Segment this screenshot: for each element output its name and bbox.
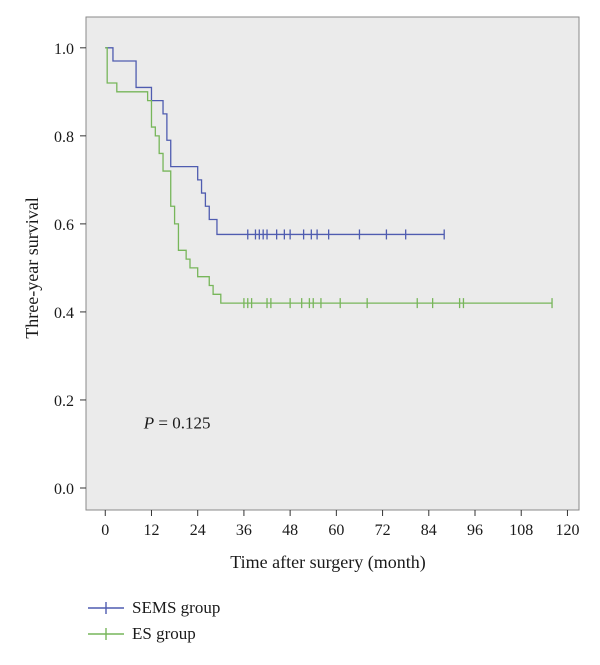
legend-item-es: ES group — [88, 624, 196, 643]
x-tick-label: 84 — [421, 522, 437, 539]
x-tick-label: 12 — [143, 522, 159, 539]
survival-curve-es — [105, 47, 553, 304]
survival-curve-sems — [105, 47, 445, 236]
x-tick-label: 24 — [190, 522, 206, 539]
y-tick-label: 0.8 — [54, 129, 74, 146]
p-value-text: = 0.125 — [154, 414, 210, 433]
p-value-annotation: P = 0.125 — [143, 414, 211, 433]
y-tick-label: 0.0 — [54, 481, 74, 498]
legend-label-sems: SEMS group — [132, 598, 220, 617]
axes: 0 12 24 36 48 60 72 84 96 108 120 0.0 0.2 0.4 0.6 0.8 1.… — [54, 41, 579, 539]
y-axis-label: Three-year survival — [22, 197, 42, 338]
legend: SEMS group ES group — [88, 598, 220, 643]
x-tick-label: 96 — [467, 522, 483, 539]
y-tick-label: 0.4 — [54, 305, 74, 322]
survival-curves — [105, 47, 553, 309]
x-tick-label: 0 — [101, 522, 109, 539]
x-tick-label: 48 — [282, 522, 298, 539]
legend-item-sems: SEMS group — [88, 598, 220, 617]
p-symbol: P — [143, 414, 154, 433]
y-tick-label: 0.6 — [54, 217, 74, 234]
x-axis-label: Time after surgery (month) — [230, 552, 425, 573]
plot-area — [85, 16, 580, 511]
x-tick-label: 108 — [509, 522, 533, 539]
x-tick-label: 120 — [555, 522, 579, 539]
y-tick-label: 1.0 — [54, 41, 74, 58]
x-tick-label: 36 — [236, 522, 252, 539]
x-tick-label: 60 — [328, 522, 344, 539]
y-tick-label: 0.2 — [54, 393, 74, 410]
legend-label-es: ES group — [132, 624, 196, 643]
x-tick-label: 72 — [375, 522, 391, 539]
